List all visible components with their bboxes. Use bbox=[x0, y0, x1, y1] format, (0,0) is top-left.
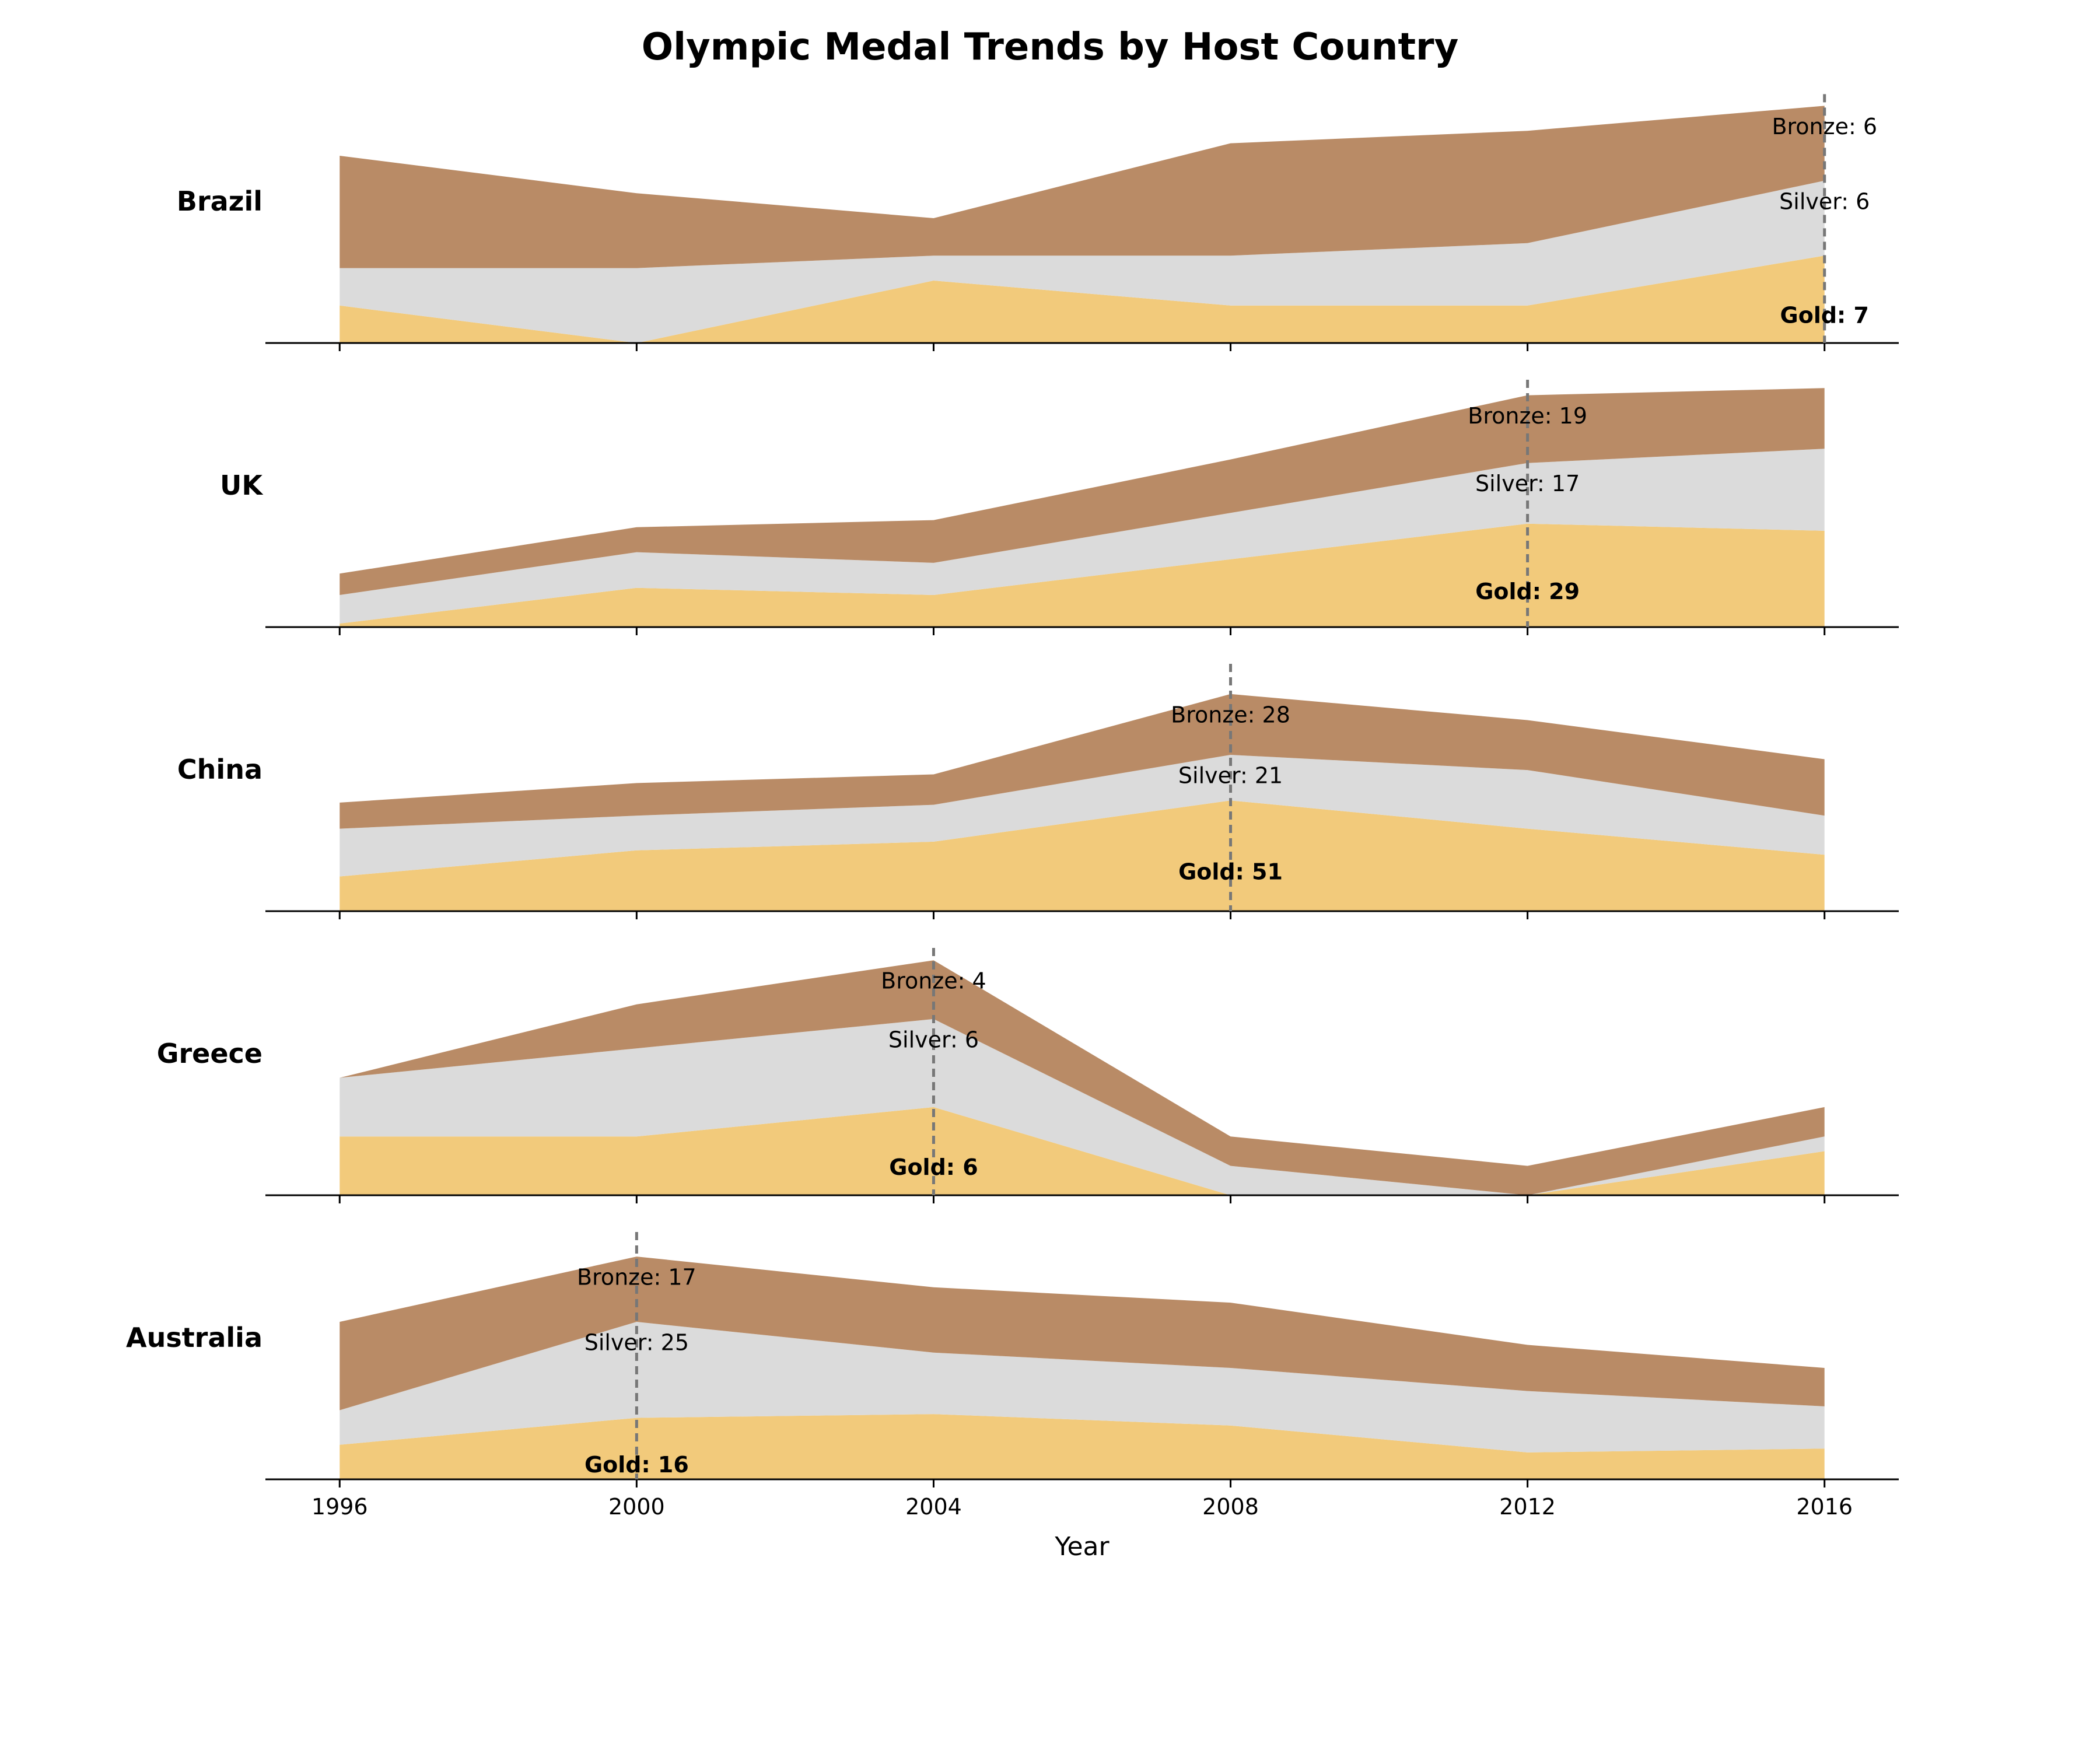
china-country-label: China bbox=[177, 754, 262, 785]
australia-country-label: Australia bbox=[126, 1322, 262, 1353]
greece-bronze-label: Bronze: 4 bbox=[881, 968, 986, 994]
uk-bronze-area bbox=[340, 388, 1825, 595]
greece-silver-label: Silver: 6 bbox=[888, 1027, 979, 1052]
australia-gold-label: Gold: 16 bbox=[584, 1452, 689, 1478]
china-silver-label: Silver: 21 bbox=[1178, 763, 1283, 789]
uk-gold-area bbox=[340, 523, 1825, 627]
greece-bronze-area bbox=[340, 960, 1825, 1195]
brazil-silver-label: Silver: 6 bbox=[1779, 188, 1870, 214]
x-axis-label: Year bbox=[1054, 1532, 1110, 1562]
x-tick-label: 2004 bbox=[905, 1494, 962, 1520]
china-gold-label: Gold: 51 bbox=[1178, 859, 1283, 885]
uk-silver-area bbox=[340, 449, 1825, 624]
chart-title: Olympic Medal Trends by Host Country bbox=[641, 26, 1459, 69]
x-tick-label: 2008 bbox=[1202, 1494, 1259, 1520]
australia-bronze-area bbox=[340, 1256, 1825, 1410]
uk-gold-label: Gold: 29 bbox=[1475, 579, 1580, 604]
brazil-bronze-area bbox=[340, 106, 1825, 268]
brazil-gold-area bbox=[340, 256, 1825, 343]
uk-bronze-label: Bronze: 19 bbox=[1468, 403, 1587, 429]
australia-bronze-label: Bronze: 17 bbox=[577, 1265, 696, 1290]
x-tick-label: 2000 bbox=[608, 1494, 665, 1520]
china-silver-area bbox=[340, 755, 1825, 877]
china-gold-area bbox=[340, 800, 1825, 911]
brazil-gold-label: Gold: 7 bbox=[1780, 303, 1869, 328]
x-tick-label: 1996 bbox=[312, 1494, 368, 1520]
brazil-silver-area bbox=[340, 180, 1825, 343]
china-bronze-label: Bronze: 28 bbox=[1171, 702, 1290, 727]
uk-country-label: UK bbox=[220, 470, 264, 501]
uk-silver-label: Silver: 17 bbox=[1475, 471, 1580, 496]
greece-country-label: Greece bbox=[157, 1038, 262, 1069]
australia-silver-area bbox=[340, 1322, 1825, 1452]
greece-silver-area bbox=[340, 1019, 1825, 1195]
brazil-bronze-label: Bronze: 6 bbox=[1772, 114, 1877, 139]
australia-silver-label: Silver: 25 bbox=[584, 1330, 689, 1356]
x-tick-label: 2012 bbox=[1499, 1494, 1556, 1520]
brazil-country-label: Brazil bbox=[177, 186, 262, 217]
x-tick-label: 2016 bbox=[1796, 1494, 1853, 1520]
greece-gold-label: Gold: 6 bbox=[889, 1154, 978, 1180]
china-bronze-area bbox=[340, 694, 1825, 829]
australia-gold-area bbox=[340, 1414, 1825, 1479]
greece-gold-area bbox=[340, 1107, 1825, 1195]
